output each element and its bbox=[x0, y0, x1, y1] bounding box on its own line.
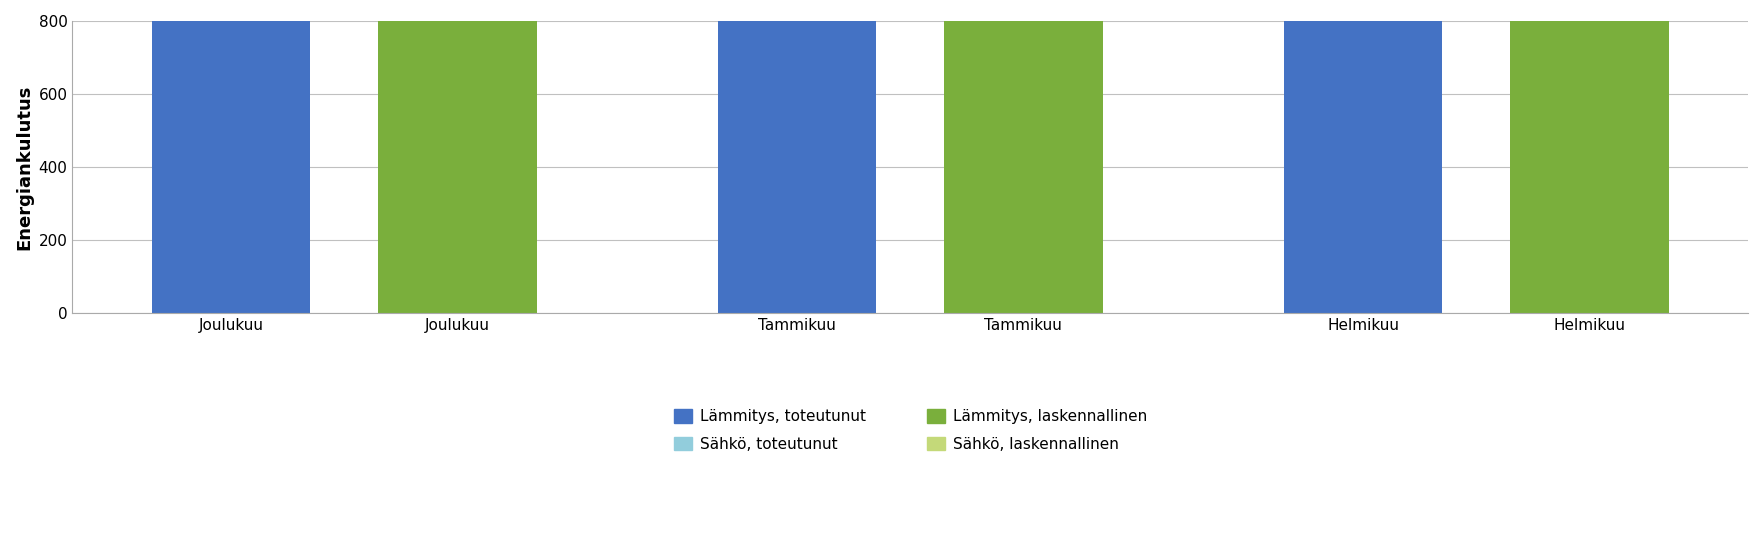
Bar bbox=[152, 0, 310, 314]
Legend: Lämmitys, toteutunut, Sähkö, toteutunut, Lämmitys, laskennallinen, Sähkö, lasken: Lämmitys, toteutunut, Sähkö, toteutunut,… bbox=[668, 403, 1153, 458]
Bar bbox=[1511, 0, 1670, 314]
Bar bbox=[718, 0, 876, 314]
Y-axis label: Energiankulutus: Energiankulutus bbox=[16, 85, 33, 250]
Bar bbox=[377, 0, 536, 314]
Bar bbox=[945, 0, 1102, 314]
Bar bbox=[1283, 0, 1442, 314]
